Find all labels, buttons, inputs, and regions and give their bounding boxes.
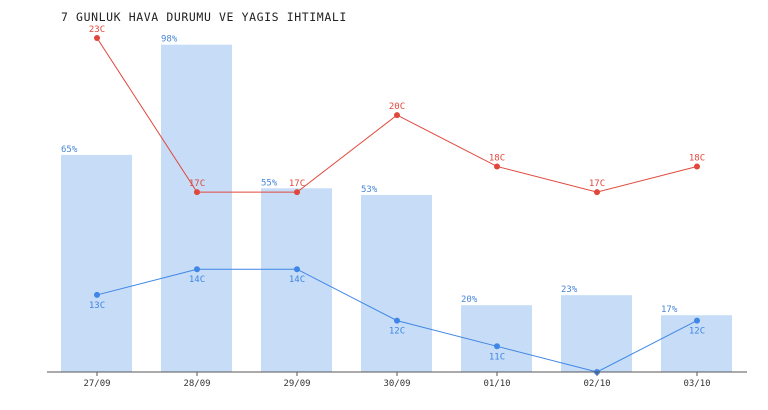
max-temp-point [694, 163, 700, 170]
min-temp-point [494, 343, 500, 350]
max-temp-label: 23C [89, 25, 105, 35]
rain-bar-label: 53% [361, 185, 378, 195]
rain-bar [461, 305, 532, 372]
x-tick-label: 03/10 [683, 379, 710, 389]
max-temp-point [494, 163, 500, 170]
max-temp-point [194, 189, 200, 196]
max-temp-label: 20C [389, 102, 405, 112]
max-temp-label: 17C [189, 179, 205, 189]
min-temp-point [294, 266, 300, 273]
max-temp-label: 18C [689, 153, 705, 163]
rain-bar-label: 17% [661, 305, 678, 315]
min-temp-point [194, 266, 200, 273]
max-temp-point [294, 189, 300, 196]
max-temp-label: 17C [589, 179, 605, 189]
min-temp-label: 13C [89, 301, 105, 311]
min-temp-label: 14C [289, 275, 305, 285]
rain-bar [561, 295, 632, 372]
x-tick-label: 30/09 [383, 379, 410, 389]
rain-bar [261, 188, 332, 372]
rain-bar [61, 154, 132, 372]
x-tick-label: 02/10 [583, 379, 610, 389]
min-temp-label: 14C [189, 275, 205, 285]
x-tick-label: 27/09 [83, 379, 110, 389]
rain-bar [661, 315, 732, 372]
rain-bar-label: 65% [61, 145, 78, 155]
min-temp-point [394, 317, 400, 324]
min-temp-point [94, 291, 100, 298]
max-temp-point [594, 189, 600, 196]
max-temp-point [94, 35, 100, 41]
max-temp-label: 18C [489, 153, 505, 163]
min-temp-point [694, 317, 700, 324]
rain-bar-label: 20% [461, 295, 478, 305]
rain-bar [361, 194, 432, 372]
max-temp-point [394, 112, 400, 119]
min-temp-label: 12C [689, 327, 705, 337]
rain-bar-label: 55% [261, 178, 278, 188]
min-temp-label: 12C [389, 327, 405, 337]
rain-bar-label: 23% [561, 285, 578, 295]
x-tick-label: 01/10 [483, 379, 510, 389]
x-tick-label: 28/09 [183, 379, 210, 389]
max-temp-label: 17C [289, 179, 305, 189]
min-temp-label: 11C [489, 352, 505, 362]
rain-bar [161, 44, 232, 373]
x-tick-label: 29/09 [283, 379, 310, 389]
chart-title: 7 GUNLUK HAVA DURUMU VE YAGIS IHTIMALI [61, 10, 347, 24]
rain-bar-label: 98% [161, 35, 178, 45]
